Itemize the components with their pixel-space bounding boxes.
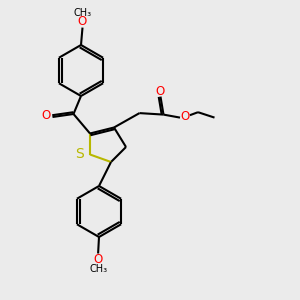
Text: S: S <box>75 148 84 161</box>
Text: O: O <box>155 85 164 98</box>
Text: O: O <box>41 109 50 122</box>
Text: O: O <box>180 110 189 123</box>
Text: O: O <box>94 253 103 266</box>
Text: CH₃: CH₃ <box>74 8 92 18</box>
Text: O: O <box>78 15 87 28</box>
Text: CH₃: CH₃ <box>89 263 107 274</box>
